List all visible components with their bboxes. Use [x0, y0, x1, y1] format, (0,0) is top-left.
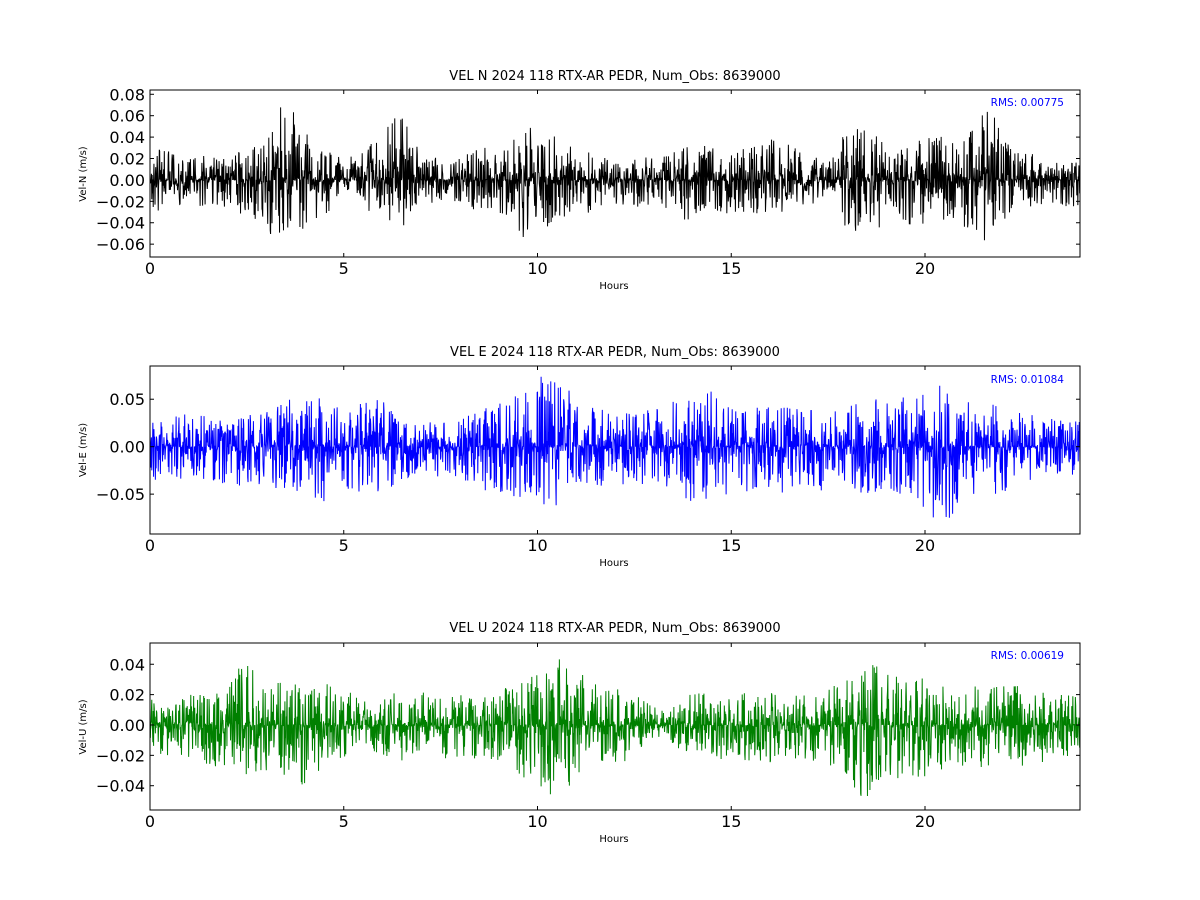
series-line	[150, 659, 1080, 796]
trace-area	[150, 107, 1080, 241]
panel-vel-e: VEL E 2024 118 RTX-AR PEDR, Num_Obs: 863…	[78, 345, 1081, 569]
y-tick-label: 0.02	[109, 686, 145, 705]
y-tick-label: 0.05	[109, 390, 145, 409]
tick-marks: 0 5 10 15 20 −0.06 −0.04 −0.02 0.00 0.02 0.04 0.06 0…	[96, 85, 1080, 278]
x-tick-label: 10	[527, 259, 547, 278]
x-tick-label: 0	[145, 812, 155, 831]
chart-title: VEL N 2024 118 RTX-AR PEDR, Num_Obs: 863…	[449, 69, 780, 84]
plot-frame	[149, 89, 1081, 258]
panel-vel-n: VEL N 2024 118 RTX-AR PEDR, Num_Obs: 863…	[78, 69, 1081, 292]
rms-label: RMS: 0.01084	[991, 374, 1065, 386]
chart-title: VEL E 2024 118 RTX-AR PEDR, Num_Obs: 863…	[450, 345, 780, 360]
y-tick-label: −0.04	[96, 777, 145, 796]
y-tick-label: 0.02	[109, 150, 145, 169]
series-line	[150, 376, 1080, 518]
y-tick-label: −0.04	[96, 214, 145, 233]
x-axis-label: Hours	[599, 558, 628, 569]
tick-marks: 0 5 10 15 20 −0.05 0.00 0.05	[96, 366, 1080, 555]
x-tick-label: 5	[339, 259, 349, 278]
rms-label: RMS: 0.00775	[991, 97, 1064, 109]
x-tick-label: 10	[527, 812, 547, 831]
x-tick-label: 10	[527, 536, 547, 555]
y-tick-label: 0.08	[109, 85, 145, 104]
y-tick-label: −0.05	[96, 485, 145, 504]
x-tick-label: 15	[721, 536, 741, 555]
x-tick-label: 5	[339, 536, 349, 555]
trace-area	[150, 376, 1080, 518]
rms-label: RMS: 0.00619	[991, 650, 1064, 662]
y-tick-label: −0.06	[96, 235, 145, 254]
x-tick-label: 15	[721, 812, 741, 831]
x-tick-label: 0	[145, 536, 155, 555]
x-tick-label: 20	[915, 259, 935, 278]
y-tick-label: 0.00	[109, 716, 145, 735]
trace-area	[150, 659, 1080, 796]
x-axis-label: Hours	[599, 834, 628, 845]
chart-title: VEL U 2024 118 RTX-AR PEDR, Num_Obs: 863…	[449, 621, 780, 636]
y-tick-label: 0.00	[109, 438, 145, 457]
y-tick-label: −0.02	[96, 192, 145, 211]
y-tick-label: 0.00	[109, 171, 145, 190]
x-tick-label: 0	[145, 259, 155, 278]
y-tick-label: −0.02	[96, 746, 145, 765]
panel-vel-u: VEL U 2024 118 RTX-AR PEDR, Num_Obs: 863…	[78, 621, 1081, 845]
x-tick-label: 20	[915, 536, 935, 555]
plot-frame	[149, 365, 1081, 535]
y-axis-label: Vel-U (m/s)	[78, 699, 89, 754]
y-tick-label: 0.04	[109, 655, 145, 674]
y-tick-label: 0.06	[109, 107, 145, 126]
y-tick-label: 0.04	[109, 128, 145, 147]
tick-marks: 0 5 10 15 20 −0.04 −0.02 0.00 0.02 0.04	[96, 643, 1080, 831]
series-line	[150, 107, 1080, 241]
y-axis-label: Vel-N (m/s)	[78, 146, 89, 201]
plot-frame	[149, 642, 1081, 811]
x-tick-label: 15	[721, 259, 741, 278]
y-axis-label: Vel-E (m/s)	[78, 423, 89, 477]
x-tick-label: 5	[339, 812, 349, 831]
x-tick-label: 20	[915, 812, 935, 831]
x-axis-label: Hours	[599, 281, 628, 292]
